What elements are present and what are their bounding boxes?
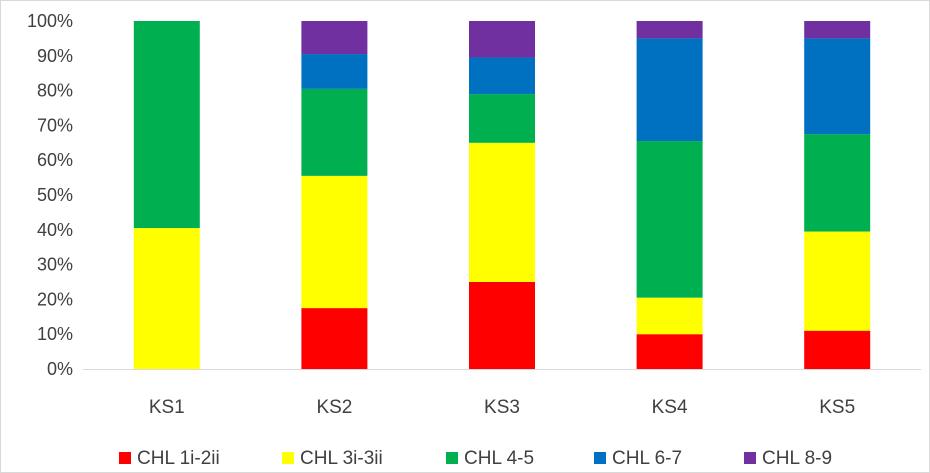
x-category-label: KS2 [316,397,352,418]
bar-segment-ks2-series-3 [301,54,368,89]
bar-segment-ks4-series-1 [636,297,703,335]
x-category-label: KS1 [149,397,185,418]
y-tick-label: 10% [37,324,73,344]
y-tick-label: 100% [27,11,73,31]
y-tick-label: 60% [37,150,73,170]
bar-segment-ks4-series-3 [636,38,703,142]
bar-segment-ks5-series-4 [804,21,871,39]
legend-swatch [446,452,458,464]
legend-label: CHL 1i-2ii [137,448,220,469]
x-category-label: KS5 [819,397,855,418]
x-category-label: KS4 [652,397,688,418]
bar-segment-ks2-series-1 [301,175,368,309]
bar-segment-ks4-series-0 [636,334,703,369]
bar-segment-ks4-series-2 [636,141,703,298]
y-tick-label: 0% [47,359,73,379]
y-tick-label: 90% [37,46,73,66]
bar-segment-ks5-series-0 [804,330,871,369]
x-category-label: KS3 [484,397,520,418]
bar-segment-ks1-series-1 [133,228,200,369]
y-axis: 0% 10% 20% 30% 40% 50% 60% 70% 80% 90% 100% [27,11,73,379]
bar-segment-ks3-series-2 [469,94,535,143]
bar-segment-ks2-series-2 [301,88,368,176]
legend-label: CHL 3i-3ii [300,448,383,469]
bar-segment-ks5-series-3 [804,38,871,135]
legend-swatch [594,452,606,464]
y-tick-label: 70% [37,115,73,135]
y-tick-label: 30% [37,255,73,275]
y-tick-label: 20% [37,289,73,309]
y-tick-label: 50% [37,185,73,205]
bar-segment-ks3-series-0 [469,282,535,369]
bar-segment-ks3-series-4 [469,21,535,58]
legend-swatch [119,452,131,464]
bar-segment-ks3-series-3 [469,57,535,95]
bar-segment-ks5-series-2 [804,134,871,232]
bar-segment-ks3-series-1 [469,142,535,282]
legend-label: CHL 4-5 [464,448,534,469]
bar-segment-ks4-series-4 [636,21,703,39]
bar-segment-ks2-series-4 [301,21,368,55]
legend: CHL 1i-2ii CHL 3i-3ii CHL 4-5 CHL 6-7 CHL 8-… [119,448,832,469]
bar-series-group [133,21,871,369]
bar-segment-ks5-series-1 [804,231,871,331]
y-tick-label: 40% [37,220,73,240]
x-axis: KS1 KS2 KS3 KS4 KS5 [83,369,921,418]
y-tick-label: 80% [37,81,73,101]
legend-label: CHL 6-7 [612,448,682,469]
legend-swatch [282,452,294,464]
bar-segment-ks2-series-0 [301,308,368,369]
bar-segment-ks1-series-2 [133,21,200,229]
legend-swatch [744,452,756,464]
legend-label: CHL 8-9 [762,448,832,469]
